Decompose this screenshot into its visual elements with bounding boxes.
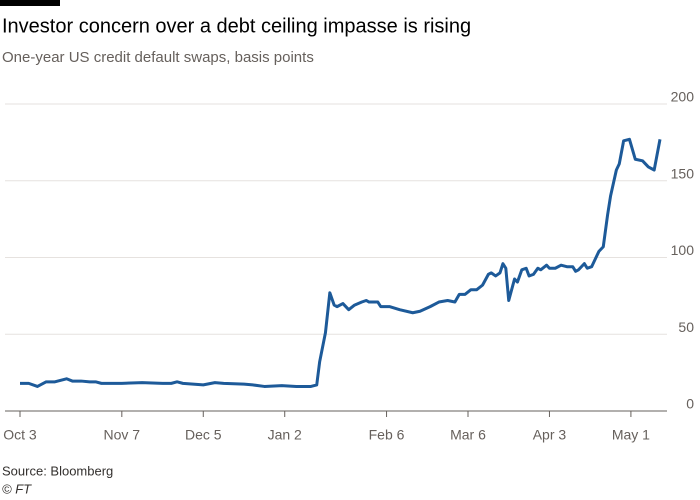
x-tick-label: Apr 3 (533, 427, 567, 443)
x-tick-label: Feb 6 (369, 427, 405, 443)
x-tick-label: Jan 2 (268, 427, 302, 443)
x-tick-label: Mar 6 (450, 427, 486, 443)
brand-bar (0, 0, 60, 6)
x-tick-label: May 1 (612, 427, 650, 443)
y-tick-label: 100 (671, 242, 695, 258)
chart-subtitle: One-year US credit default swaps, basis … (2, 49, 314, 66)
y-tick-label: 200 (671, 89, 695, 105)
source: Source: Bloomberg (2, 463, 113, 478)
credit: © FT (2, 481, 32, 496)
line-series (20, 137, 662, 388)
x-tick-label: Nov 7 (104, 427, 141, 443)
y-tick-label: 50 (678, 319, 694, 335)
chart-title: Investor concern over a debt ceiling imp… (2, 15, 471, 37)
y-tick-label: 150 (671, 165, 695, 181)
y-tick-label: 0 (686, 396, 694, 412)
x-tick-label: Oct 3 (3, 427, 37, 443)
x-tick-label: Dec 5 (185, 427, 222, 443)
